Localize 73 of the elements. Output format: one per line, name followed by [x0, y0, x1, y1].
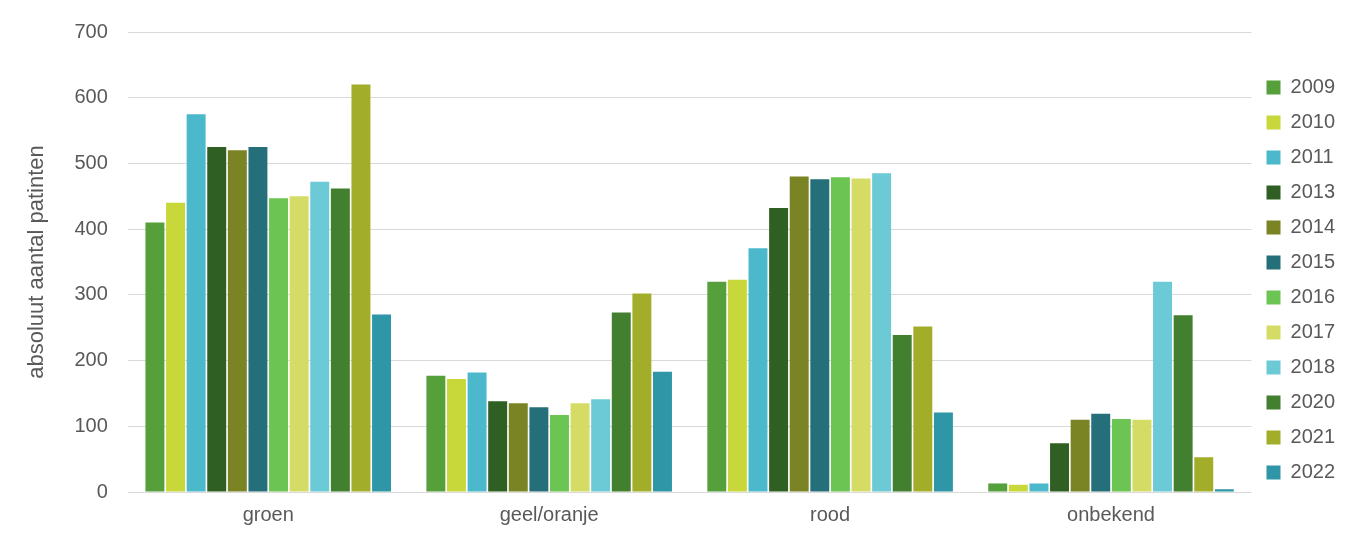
legend-label: 2009	[1290, 75, 1336, 98]
legend-label: 2013	[1290, 180, 1336, 203]
bar	[1132, 419, 1152, 492]
bar	[166, 202, 186, 492]
bar	[372, 314, 392, 492]
bar	[789, 176, 809, 492]
bar	[1070, 419, 1090, 492]
x-tick-label: geel/oranje	[499, 502, 599, 525]
bar	[1194, 457, 1214, 492]
x-tick-label: groen	[242, 502, 294, 525]
bar	[207, 147, 227, 492]
bar	[508, 403, 528, 492]
y-tick-label: 500	[74, 150, 108, 173]
bar	[550, 415, 569, 492]
bar	[330, 188, 350, 492]
bar	[1214, 489, 1234, 492]
bar	[289, 196, 309, 492]
bar	[1050, 443, 1070, 492]
bar	[529, 407, 549, 492]
legend-label: 2015	[1290, 250, 1336, 273]
bar	[248, 147, 268, 492]
bar	[748, 248, 768, 492]
legend-label: 2020	[1290, 390, 1336, 413]
bar	[810, 179, 830, 492]
legend-label: 2011	[1290, 145, 1334, 168]
bar	[446, 378, 466, 492]
y-tick-label: 0	[96, 479, 108, 502]
bar	[1173, 315, 1193, 492]
bar	[591, 399, 611, 492]
bar	[467, 372, 487, 492]
legend-label: 2018	[1290, 355, 1336, 378]
y-tick-label: 200	[74, 348, 108, 371]
bar	[727, 279, 747, 492]
bar	[707, 281, 727, 492]
bar	[830, 177, 850, 492]
bar	[227, 150, 247, 492]
bar	[351, 84, 371, 492]
bar	[570, 403, 590, 492]
bar	[653, 371, 672, 492]
bar	[1153, 281, 1173, 492]
bar	[892, 334, 912, 492]
bar	[186, 114, 206, 492]
bar	[851, 178, 871, 492]
bar	[872, 173, 892, 492]
bar	[310, 181, 330, 492]
bar	[1091, 413, 1111, 492]
bar	[769, 208, 789, 492]
bar	[1008, 484, 1028, 492]
bar	[488, 401, 508, 492]
bar	[1029, 483, 1049, 492]
bar	[632, 293, 652, 492]
legend-label: 2016	[1290, 285, 1336, 308]
legend-label: 2017	[1290, 320, 1336, 343]
y-tick-label: 600	[74, 85, 108, 108]
bar	[988, 483, 1008, 492]
y-tick-label: 300	[74, 282, 108, 305]
bar	[145, 222, 165, 492]
x-tick-label: onbekend	[1067, 502, 1155, 525]
y-tick-label: 700	[74, 19, 108, 42]
bar	[426, 375, 446, 492]
bar	[933, 412, 953, 492]
y-tick-label: 100	[74, 413, 108, 436]
legend-label: 2010	[1290, 110, 1336, 133]
legend-label: 2022	[1290, 460, 1336, 483]
bar	[269, 198, 289, 492]
legend-label: 2014	[1290, 215, 1336, 238]
bar	[913, 326, 933, 492]
y-tick-label: 400	[74, 216, 108, 239]
y-axis-title: absoluut aantal patinten	[23, 145, 49, 379]
x-tick-label: rood	[810, 502, 851, 525]
legend-label: 2021	[1290, 425, 1336, 448]
bar	[611, 312, 631, 492]
bar	[1111, 419, 1131, 492]
